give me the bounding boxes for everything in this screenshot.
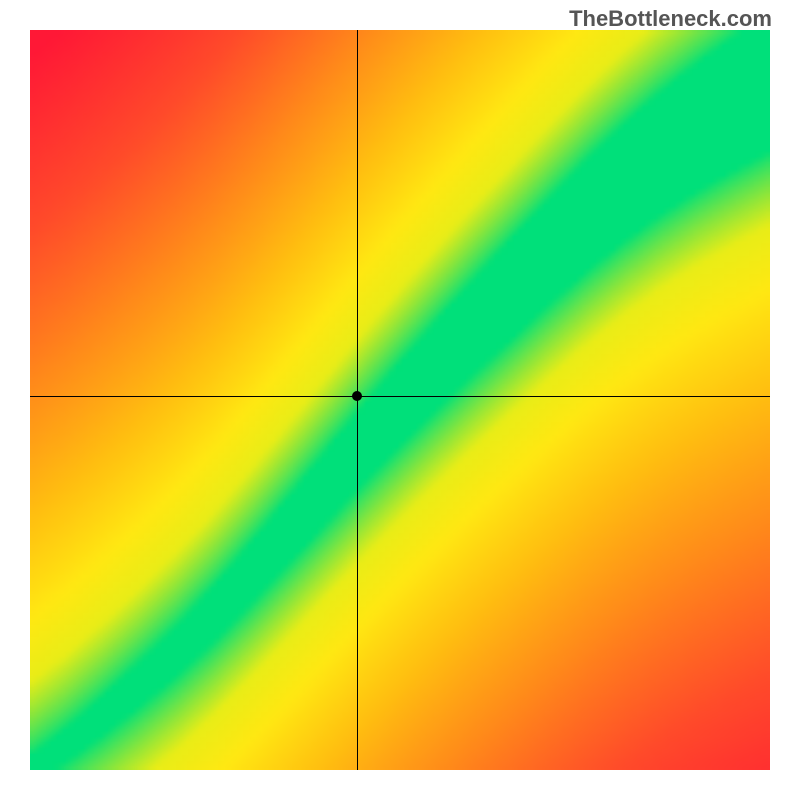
watermark-text: TheBottleneck.com <box>569 6 772 32</box>
heatmap-canvas <box>30 30 770 770</box>
crosshair-marker <box>352 391 362 401</box>
bottleneck-heatmap <box>30 30 770 770</box>
crosshair-horizontal <box>30 396 770 397</box>
